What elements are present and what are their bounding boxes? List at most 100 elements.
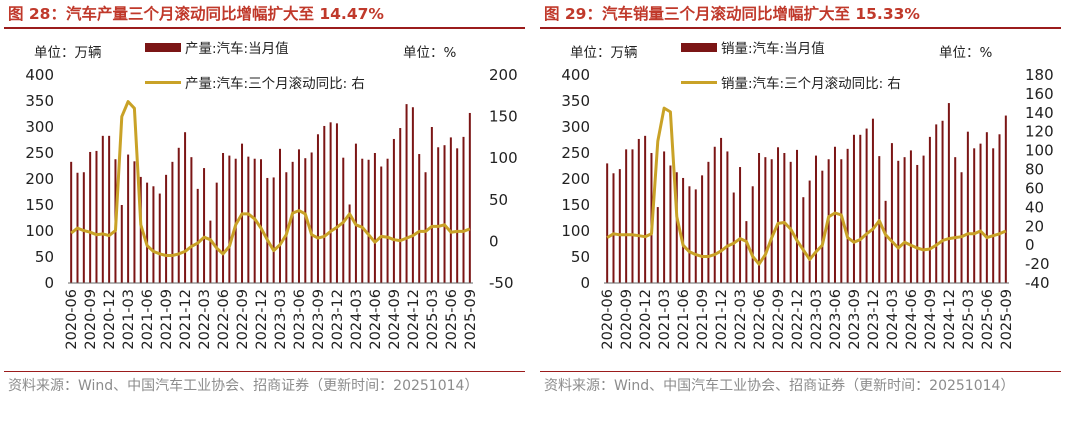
bar xyxy=(411,107,414,283)
bar xyxy=(456,148,459,283)
x-tick-label: 2023-09 xyxy=(847,289,863,350)
y-right-tick-label: 180 xyxy=(1025,66,1054,84)
bar xyxy=(960,172,963,283)
bar xyxy=(462,136,465,283)
x-tick-label: 2020-06 xyxy=(64,289,80,350)
bar xyxy=(380,166,383,283)
right-axis-unit: 单位：% xyxy=(939,45,993,61)
bar xyxy=(127,154,130,283)
bar xyxy=(247,156,250,283)
bar xyxy=(297,149,300,283)
x-tick-label: 2024-06 xyxy=(368,289,384,350)
bar xyxy=(840,159,843,283)
bar xyxy=(909,150,912,283)
title-divider xyxy=(540,27,1061,29)
bar xyxy=(821,170,824,283)
bar xyxy=(871,118,874,284)
bar xyxy=(707,161,710,283)
bar xyxy=(985,132,988,283)
x-tick-label: 2025-09 xyxy=(463,289,479,350)
legend-line-label: 销量:汽车:三个月滚动同比: 右 xyxy=(721,76,901,92)
bar xyxy=(954,157,957,283)
x-tick-label: 2023-06 xyxy=(828,289,844,350)
x-tick-label: 2020-12 xyxy=(638,289,654,350)
legend-line-series: 销量:汽车:三个月滚动同比: 右 xyxy=(681,72,901,92)
bar xyxy=(158,193,161,283)
legend-bar-label: 产量:汽车:当月值 xyxy=(185,41,289,57)
bar xyxy=(120,205,123,283)
bar xyxy=(89,151,92,283)
source-divider xyxy=(540,371,1061,372)
bar xyxy=(770,159,773,283)
bar xyxy=(399,128,402,283)
left-axis-unit: 单位：万辆 xyxy=(570,45,638,61)
chart-canvas: 050100150200250300350400-40-200204060801… xyxy=(561,66,1054,350)
chart-panel-sales: 图 29：汽车销量三个月滚动同比增幅扩大至 15.33% 0 50 100 150 20… xyxy=(536,0,1061,428)
x-tick-label: 2025-06 xyxy=(444,289,460,350)
bar xyxy=(726,151,729,283)
y-left-tick-label: 250 xyxy=(25,144,54,162)
y-right-tick-label: 0 xyxy=(489,232,499,250)
x-tick-label: 2025-06 xyxy=(980,289,996,350)
y-left-tick-label: 300 xyxy=(561,118,590,136)
bar xyxy=(656,207,659,283)
x-tick-label: 2023-09 xyxy=(311,289,327,350)
y-right-tick-label: 160 xyxy=(1025,85,1054,103)
title-divider xyxy=(4,27,525,29)
bar xyxy=(682,177,685,283)
y-right-tick-label: 20 xyxy=(1025,217,1044,235)
bar xyxy=(941,120,944,283)
y-right-tick-label: -40 xyxy=(1025,274,1050,292)
y-left-tick-label: 150 xyxy=(25,196,54,214)
bar xyxy=(285,172,288,283)
bar xyxy=(335,123,338,283)
bar xyxy=(644,135,647,283)
x-tick-label: 2022-12 xyxy=(790,289,806,350)
x-tick-label: 2025-03 xyxy=(961,289,977,350)
figure-title: 图 29：汽车销量三个月滚动同比增幅扩大至 15.33% xyxy=(544,5,920,23)
bar xyxy=(884,200,887,283)
y-right-tick-label: 80 xyxy=(1025,161,1044,179)
y-right-tick-label: 120 xyxy=(1025,123,1054,141)
x-tick-label: 2021-12 xyxy=(714,289,730,350)
bar xyxy=(184,132,187,283)
y-right-tick-label: 100 xyxy=(489,149,518,167)
bar xyxy=(796,149,799,283)
bar xyxy=(922,155,925,283)
x-tick-label: 2024-06 xyxy=(904,289,920,350)
bar xyxy=(405,104,408,283)
bar xyxy=(732,192,735,283)
bar xyxy=(694,189,697,283)
bar xyxy=(928,136,931,283)
bar xyxy=(992,148,995,283)
bar xyxy=(468,112,471,284)
line-series-yoy xyxy=(70,100,471,257)
bar xyxy=(745,221,748,283)
y-right-tick-label: 100 xyxy=(1025,142,1054,160)
y-left-tick-label: 0 xyxy=(44,274,54,292)
x-tick-label: 2023-03 xyxy=(809,289,825,350)
bar xyxy=(234,158,237,283)
legend-bar-label: 销量:汽车:当月值 xyxy=(721,41,825,57)
x-tick-label: 2021-09 xyxy=(159,289,175,350)
right-axis-unit: 单位：% xyxy=(403,45,457,61)
x-tick-label: 2021-03 xyxy=(657,289,673,350)
bar xyxy=(859,134,862,283)
bar xyxy=(973,148,976,283)
x-tick-label: 2021-06 xyxy=(676,289,692,350)
legend-line-swatch xyxy=(145,80,181,84)
bar xyxy=(171,161,174,283)
y-left-tick-label: 250 xyxy=(561,144,590,162)
chart-canvas: 0 50 100 150 200 250 300 350 400 -50 0 50 100 150 200 2… xyxy=(25,66,518,350)
source-note: 资料来源：Wind、中国汽车工业协会、招商证券（更新时间：20251014） xyxy=(544,378,1015,394)
bar xyxy=(70,161,73,283)
y-right-tick-label: -20 xyxy=(1025,255,1050,273)
bar xyxy=(209,220,212,283)
bar xyxy=(739,167,742,283)
legend-bar-swatch xyxy=(681,42,717,52)
bar xyxy=(260,159,263,283)
bar xyxy=(833,146,836,283)
x-tick-label: 2024-03 xyxy=(349,289,365,350)
y-right-tick-label: 60 xyxy=(1025,179,1044,197)
x-tick-label: 2022-06 xyxy=(216,289,232,350)
